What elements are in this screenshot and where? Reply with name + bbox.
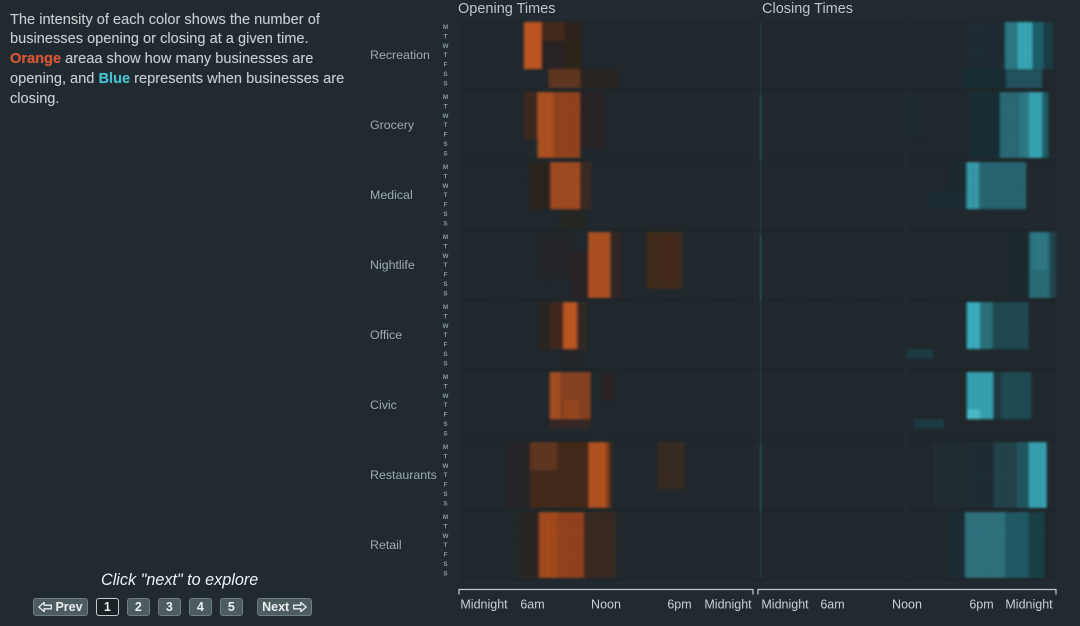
svg-text:S: S xyxy=(443,211,447,218)
svg-text:Midnight: Midnight xyxy=(704,598,752,612)
svg-text:S: S xyxy=(443,291,447,298)
svg-text:M: M xyxy=(443,374,448,381)
svg-text:Midnight: Midnight xyxy=(1005,598,1053,612)
svg-text:W: W xyxy=(443,113,449,120)
svg-text:S: S xyxy=(443,421,447,428)
svg-text:F: F xyxy=(444,272,448,279)
svg-text:T: T xyxy=(444,453,448,460)
svg-text:Recreation: Recreation xyxy=(370,48,430,62)
svg-text:M: M xyxy=(443,444,448,451)
svg-text:T: T xyxy=(444,313,448,320)
svg-text:M: M xyxy=(443,164,448,171)
svg-text:6pm: 6pm xyxy=(969,598,993,612)
svg-text:F: F xyxy=(444,412,448,419)
svg-text:T: T xyxy=(444,103,448,110)
svg-text:T: T xyxy=(444,472,448,479)
svg-text:T: T xyxy=(444,52,448,59)
svg-text:S: S xyxy=(443,361,447,368)
svg-text:Restaurants: Restaurants xyxy=(370,468,437,482)
svg-text:M: M xyxy=(443,234,448,241)
svg-text:S: S xyxy=(443,71,447,78)
svg-text:W: W xyxy=(443,183,449,190)
svg-text:Retail: Retail xyxy=(370,538,402,552)
svg-text:Opening Times: Opening Times xyxy=(458,1,556,17)
svg-text:F: F xyxy=(444,202,448,209)
svg-text:6am: 6am xyxy=(520,598,544,612)
svg-text:Closing Times: Closing Times xyxy=(762,1,853,17)
svg-text:Noon: Noon xyxy=(591,598,621,612)
svg-text:S: S xyxy=(443,151,447,158)
svg-text:S: S xyxy=(443,431,447,438)
svg-text:S: S xyxy=(443,141,447,148)
svg-text:T: T xyxy=(444,332,448,339)
svg-text:F: F xyxy=(444,482,448,489)
svg-text:W: W xyxy=(443,323,449,330)
svg-text:W: W xyxy=(443,393,449,400)
svg-text:S: S xyxy=(443,351,447,358)
svg-text:S: S xyxy=(443,491,447,498)
svg-text:S: S xyxy=(443,281,447,288)
svg-text:6pm: 6pm xyxy=(667,598,691,612)
svg-text:Medical: Medical xyxy=(370,188,413,202)
svg-text:T: T xyxy=(444,402,448,409)
svg-text:Noon: Noon xyxy=(892,598,922,612)
svg-text:F: F xyxy=(444,62,448,69)
svg-text:M: M xyxy=(443,304,448,311)
svg-text:6am: 6am xyxy=(820,598,844,612)
svg-text:S: S xyxy=(443,81,447,88)
svg-text:T: T xyxy=(444,33,448,40)
svg-text:W: W xyxy=(443,43,449,50)
svg-text:Civic: Civic xyxy=(370,398,397,412)
svg-text:T: T xyxy=(444,243,448,250)
svg-text:T: T xyxy=(444,192,448,199)
svg-text:T: T xyxy=(444,542,448,549)
svg-text:W: W xyxy=(443,253,449,260)
svg-text:Midnight: Midnight xyxy=(761,598,809,612)
svg-text:M: M xyxy=(443,514,448,521)
svg-text:Midnight: Midnight xyxy=(460,598,508,612)
svg-text:F: F xyxy=(444,552,448,559)
svg-text:S: S xyxy=(443,561,447,568)
svg-text:F: F xyxy=(444,342,448,349)
svg-text:T: T xyxy=(444,383,448,390)
svg-text:S: S xyxy=(443,501,447,508)
svg-text:Grocery: Grocery xyxy=(370,118,415,132)
svg-text:M: M xyxy=(443,94,448,101)
svg-text:T: T xyxy=(444,122,448,129)
svg-text:T: T xyxy=(444,173,448,180)
svg-text:T: T xyxy=(444,262,448,269)
svg-text:W: W xyxy=(443,533,449,540)
svg-text:F: F xyxy=(444,132,448,139)
svg-text:S: S xyxy=(443,571,447,578)
svg-text:Nightlife: Nightlife xyxy=(370,258,415,272)
svg-text:M: M xyxy=(443,24,448,31)
svg-text:S: S xyxy=(443,221,447,228)
svg-text:W: W xyxy=(443,463,449,470)
svg-text:T: T xyxy=(444,523,448,530)
svg-text:Office: Office xyxy=(370,328,402,342)
